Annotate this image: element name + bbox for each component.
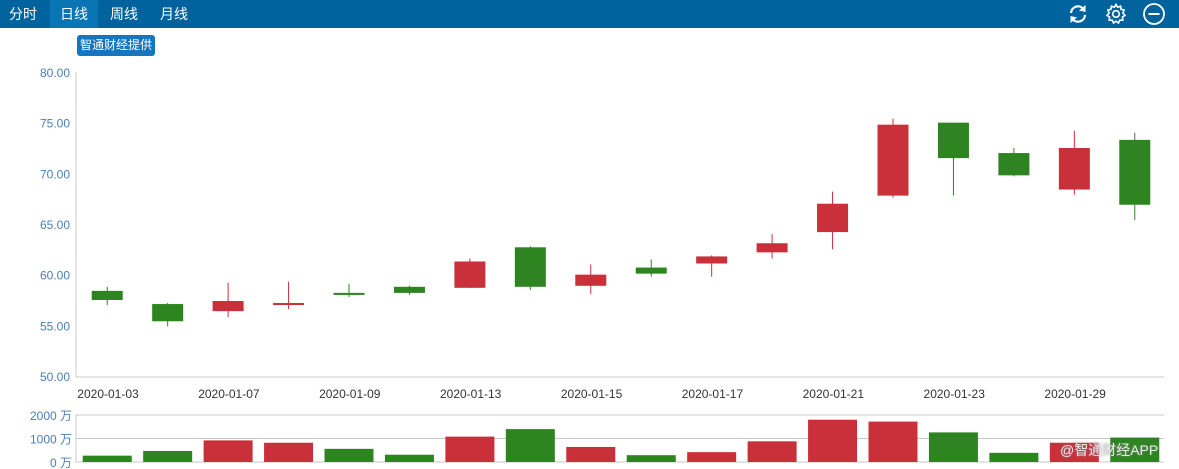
volume-y-tick-label: 0 万 xyxy=(50,456,72,469)
candle xyxy=(575,264,607,294)
x-tick-label: 2020-01-23 xyxy=(924,387,986,401)
volume-bar xyxy=(989,452,1039,462)
candle xyxy=(696,255,728,277)
x-tick-label: 2020-01-07 xyxy=(198,387,260,401)
candle xyxy=(1119,132,1151,220)
volume-bar xyxy=(1110,437,1160,462)
candle-body xyxy=(756,243,788,253)
candle-body xyxy=(152,304,184,322)
x-tick-label: 2020-01-03 xyxy=(77,387,139,401)
x-tick-label: 2020-01-15 xyxy=(561,387,623,401)
volume-y-tick-label: 1000 万 xyxy=(30,433,72,447)
candle xyxy=(333,283,365,297)
candle-body xyxy=(454,261,486,288)
candle-body xyxy=(1058,147,1090,190)
volume-bar xyxy=(928,432,978,462)
x-tick-label: 2020-01-17 xyxy=(682,387,744,401)
refresh-icon[interactable] xyxy=(1066,2,1090,26)
volume-bar xyxy=(445,436,495,462)
volume-y-tick-label: 2000 万 xyxy=(30,409,72,423)
candle xyxy=(877,118,909,198)
candle xyxy=(756,234,788,259)
y-tick-label: 80.00 xyxy=(40,66,70,80)
candle xyxy=(393,285,425,295)
candle xyxy=(635,259,667,277)
y-tick-label: 55.00 xyxy=(40,319,70,333)
x-tick-label: 2020-01-29 xyxy=(1044,387,1106,401)
tab-intraday[interactable]: 分时 xyxy=(9,6,37,22)
candle xyxy=(514,246,546,290)
candle-body xyxy=(998,153,1030,176)
candle xyxy=(454,258,486,288)
volume-bar xyxy=(143,450,193,462)
y-tick-label: 60.00 xyxy=(40,269,70,283)
top-toolbar: 分时 日线 周线 月线 xyxy=(0,0,1179,28)
candle xyxy=(1058,130,1090,195)
volume-bar xyxy=(808,419,858,462)
watermark: @智通财经APP xyxy=(1060,442,1159,458)
tab-weekly[interactable]: 周线 xyxy=(110,6,138,22)
candle-body xyxy=(575,274,607,286)
candle-body xyxy=(393,286,425,293)
candle xyxy=(91,286,123,306)
x-tick-label: 2020-01-21 xyxy=(803,387,865,401)
candle-body xyxy=(212,301,244,312)
candle xyxy=(817,191,849,250)
x-tick-label: 2020-01-13 xyxy=(440,387,502,401)
volume-bar xyxy=(566,446,616,462)
volume-bar xyxy=(687,452,737,462)
y-tick-label: 65.00 xyxy=(40,218,70,232)
candle xyxy=(998,147,1030,177)
candle-body xyxy=(635,267,667,274)
volume-bar xyxy=(1049,442,1099,462)
candle-body xyxy=(817,203,849,233)
tab-monthly[interactable]: 月线 xyxy=(160,6,188,22)
candle-body xyxy=(877,124,909,196)
volume-bar xyxy=(82,455,132,462)
volume-bar xyxy=(747,441,797,462)
candle xyxy=(212,282,244,318)
candle-body xyxy=(696,256,728,264)
candle-body xyxy=(333,292,365,295)
minus-circle-icon[interactable] xyxy=(1142,2,1166,26)
volume-bar xyxy=(384,454,434,462)
y-tick-label: 50.00 xyxy=(40,370,70,384)
volume-bar xyxy=(626,455,676,462)
candle xyxy=(152,303,184,327)
volume-bar xyxy=(203,440,253,462)
candle-body xyxy=(273,303,305,306)
candle-body xyxy=(1119,139,1151,205)
volume-bar xyxy=(264,442,314,462)
volume-bar xyxy=(868,421,918,462)
tab-daily[interactable]: 日线 xyxy=(50,0,98,28)
source-badge: 智通财经提供 xyxy=(77,35,156,56)
candle-body xyxy=(937,122,969,159)
candle-body xyxy=(91,290,123,300)
y-tick-label: 70.00 xyxy=(40,167,70,181)
volume-bar xyxy=(505,429,555,462)
x-tick-label: 2020-01-09 xyxy=(319,387,381,401)
volume-bar xyxy=(324,448,374,462)
candle xyxy=(273,281,305,310)
gear-icon[interactable] xyxy=(1104,2,1128,26)
y-tick-label: 75.00 xyxy=(40,117,70,131)
candle xyxy=(937,122,969,196)
candle-body xyxy=(514,247,546,287)
